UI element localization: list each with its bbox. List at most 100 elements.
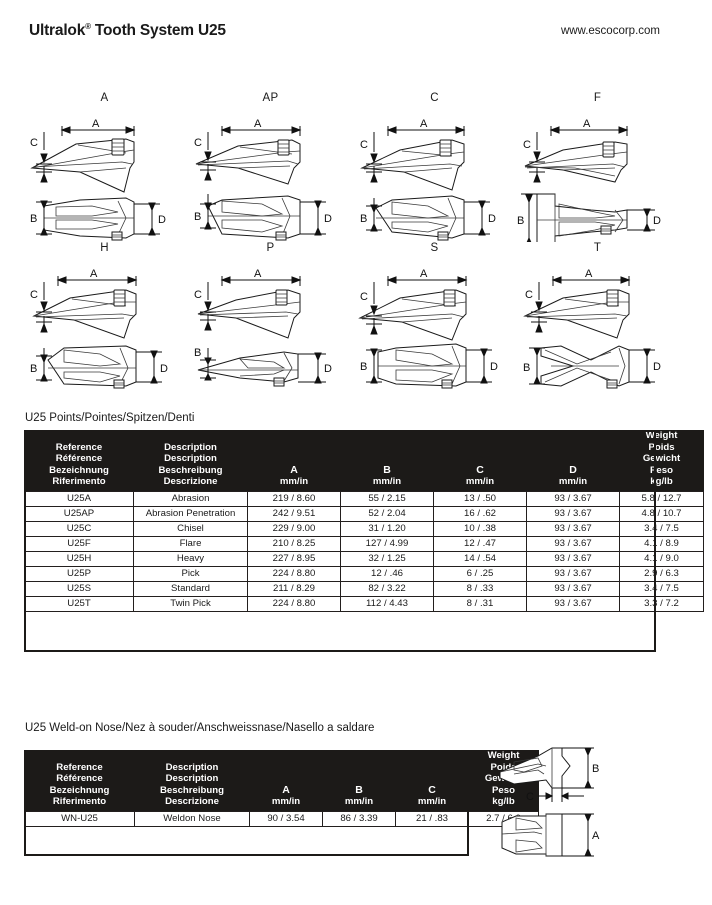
drawing-row-1: A A	[0, 92, 712, 242]
dim-c	[36, 282, 52, 333]
hdr-wt-de: Gewicht	[642, 453, 681, 465]
page-title: Ultralok® Tooth System U25	[29, 22, 226, 40]
dim-d	[627, 208, 655, 232]
points-table-row-reference: U25T	[24, 595, 134, 612]
dim-d-label: D	[490, 361, 498, 373]
dim-c-label: C	[194, 289, 202, 301]
dim-a-top	[549, 126, 629, 136]
dim-a-top-label: A	[254, 268, 262, 280]
side-view	[195, 139, 301, 185]
hdr-ref-fr: Référence	[55, 453, 103, 465]
drawing-a: A A	[22, 92, 187, 242]
dim-b-label: B	[194, 211, 201, 223]
dim-b	[200, 348, 216, 381]
dim-d	[300, 200, 326, 236]
dim-d	[466, 348, 492, 384]
points-table-row-c: 13 / .50	[433, 490, 527, 507]
points-table-row-weight: 4.1 / 8.9	[619, 535, 704, 552]
website-url[interactable]: www.escocorp.com	[560, 25, 660, 37]
page-header: Ultralok® Tooth System U25 www.escocorp.…	[0, 0, 712, 56]
dim-d-label: D	[653, 361, 661, 373]
points-header-reference: Reference Référence Bezeichnung Riferime…	[24, 430, 134, 492]
weldon-section-caption: U25 Weld-on Nose/Nez à souder/Anschweiss…	[25, 722, 375, 734]
points-table-row-description: Abrasion Penetration	[133, 505, 248, 522]
dim-a-top-label: A	[90, 268, 98, 280]
drawing-c-svg: A C	[360, 118, 496, 241]
points-table-row: U25AP Abrasion Penetration 242 / 9.51 52 / …	[24, 505, 704, 522]
points-table-row-d: 93 / 3.67	[526, 535, 620, 552]
dim-a-top	[386, 126, 466, 136]
points-header-weight: Weight Poids Gewicht Peso kg/lb	[619, 430, 704, 492]
drawing-a-label: A	[100, 92, 109, 104]
drawing-f-label: F	[593, 92, 602, 104]
dim-c-label: C	[360, 139, 368, 151]
dim-a-weldon	[562, 813, 594, 857]
wn-hdr-wt-it: Peso	[492, 784, 515, 796]
dim-b	[529, 347, 545, 385]
points-table-row-a: 219 / 8.60	[247, 490, 341, 507]
points-table-row: U25S Standard 211 / 8.29 82 / 3.22 8 / .33 93…	[24, 580, 704, 597]
dim-d-label: D	[653, 215, 661, 227]
drawings-grid: A A	[0, 92, 712, 392]
hdr-wt-en: Weight	[645, 430, 678, 441]
weldon-table-row-reference: WN-U25	[24, 810, 135, 827]
plan-view	[207, 195, 301, 241]
plan-view	[197, 351, 299, 387]
hdr-dim-b-letter: B	[383, 463, 391, 476]
wn-hdr-dim-b-letter: B	[355, 783, 363, 796]
dim-d	[134, 202, 160, 236]
dim-d	[136, 350, 162, 384]
side-view	[523, 289, 630, 339]
points-table-row-a: 227 / 8.95	[247, 550, 341, 567]
points-table-row-description: Chisel	[133, 520, 248, 537]
hdr-dim-b-units: mm/in	[372, 476, 402, 488]
dim-c-label: C	[523, 139, 531, 151]
drawing-a-svg: A C	[30, 118, 166, 241]
wn-hdr-wt-units: kg/lb	[492, 796, 515, 808]
dim-b-label: B	[194, 347, 201, 359]
wn-hdr-desc-en: Description	[165, 761, 219, 773]
drawing-h: H A	[22, 242, 187, 392]
dim-b	[366, 348, 382, 384]
points-table-row: U25A Abrasion 219 / 8.60 55 / 2.15 13 / .50 9…	[24, 490, 704, 507]
drawing-c: C A	[352, 92, 517, 242]
hdr-dim-a-units: mm/in	[279, 476, 309, 488]
points-header-dim-d: D mm/in	[526, 430, 620, 492]
wn-hdr-wt-fr: Poids	[490, 761, 517, 773]
points-table-row-description: Pick	[133, 565, 248, 582]
wn-hdr-desc-fr: Description	[165, 773, 219, 785]
points-table-row-weight: 4.8 / 10.7	[619, 505, 704, 522]
weldon-front-view	[501, 813, 563, 857]
side-view	[358, 289, 467, 341]
plan-view	[540, 345, 630, 389]
points-table-row-d: 93 / 3.67	[526, 595, 620, 612]
points-table-row-description: Flare	[133, 535, 248, 552]
drawing-s-label: S	[430, 242, 439, 254]
dim-c-weldon	[538, 788, 584, 802]
dim-d	[298, 352, 326, 384]
hdr-desc-it: Descrizione	[163, 476, 218, 488]
weldon-dim-b-label: B	[592, 763, 599, 775]
points-section-caption: U25 Points/Pointes/Spitzen/Denti	[25, 412, 195, 424]
dim-a-top-label: A	[585, 268, 593, 280]
hdr-desc-en: Description	[164, 441, 217, 453]
side-view	[197, 289, 301, 339]
hdr-wt-it: Peso	[650, 464, 673, 476]
page-title-rest: Tooth System U25	[90, 22, 226, 40]
points-table-row: U25P Pick 224 / 8.80 12 / .46 6 / .25 93 / 3.…	[24, 565, 704, 582]
weldon-header-dim-a: A mm/in	[249, 750, 323, 812]
points-table-row-d: 93 / 3.67	[526, 505, 620, 522]
weldon-table-header: Reference Référence Bezeichnung Riferime…	[24, 750, 539, 812]
points-table-body: U25A Abrasion 219 / 8.60 55 / 2.15 13 / .50 9…	[24, 490, 704, 612]
wn-hdr-ref-fr: Référence	[56, 773, 103, 785]
points-table-row-d: 93 / 3.67	[526, 520, 620, 537]
dim-a-top-label: A	[583, 118, 591, 130]
dim-c	[366, 282, 382, 335]
plan-view	[536, 193, 628, 242]
points-table-row-a: 224 / 8.80	[247, 595, 341, 612]
hdr-wt-units: kg/lb	[650, 476, 673, 488]
dim-b-label: B	[360, 361, 367, 373]
dim-c-label: C	[360, 291, 368, 303]
hdr-wt-fr: Poids	[648, 441, 675, 453]
points-table-row-reference: U25AP	[24, 505, 134, 522]
